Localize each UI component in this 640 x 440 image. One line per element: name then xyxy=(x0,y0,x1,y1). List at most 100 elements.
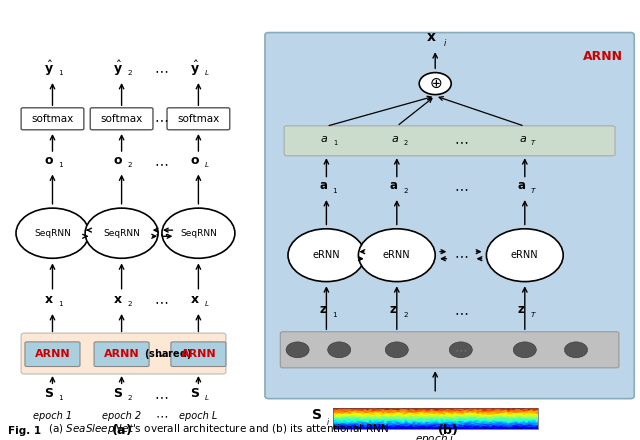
Text: $_{2}$: $_{2}$ xyxy=(127,161,133,170)
Text: eRNN: eRNN xyxy=(383,250,411,260)
Text: $_{2}$: $_{2}$ xyxy=(403,186,409,195)
Text: $_{T}$: $_{T}$ xyxy=(531,139,537,148)
Circle shape xyxy=(564,342,588,358)
FancyBboxPatch shape xyxy=(265,33,634,399)
Text: $\mathbf{a}$: $\mathbf{a}$ xyxy=(319,179,328,192)
Text: $\mathbf{o}$: $\mathbf{o}$ xyxy=(190,154,200,167)
Text: $\mathbf{a}$: $\mathbf{a}$ xyxy=(389,179,398,192)
Text: $\cdots$: $\cdots$ xyxy=(154,112,168,126)
Text: $\mathbf{x}$: $\mathbf{x}$ xyxy=(44,293,54,306)
Text: SeqRNN: SeqRNN xyxy=(103,229,140,238)
Text: SeqRNN: SeqRNN xyxy=(180,229,217,238)
Text: $\mathbf{x}$: $\mathbf{x}$ xyxy=(113,293,124,306)
Text: $_{L}$: $_{L}$ xyxy=(204,299,209,308)
FancyBboxPatch shape xyxy=(90,108,153,130)
Text: $_{L}$: $_{L}$ xyxy=(204,68,209,77)
Text: $\mathbf{S}$: $\mathbf{S}$ xyxy=(190,387,200,400)
Text: $\hat{\mathbf{y}}$: $\hat{\mathbf{y}}$ xyxy=(190,59,200,78)
FancyBboxPatch shape xyxy=(25,342,80,367)
Circle shape xyxy=(162,208,235,258)
Text: $\cdots$: $\cdots$ xyxy=(154,156,168,170)
Text: (a) $\it{SeaSleepNet}$'s overall architecture and (b) its attentional RNN: (a) $\it{SeaSleepNet}$'s overall archite… xyxy=(48,422,388,436)
Circle shape xyxy=(449,342,472,358)
Text: $\mathbf{z}$: $\mathbf{z}$ xyxy=(518,303,525,316)
Text: $\mathbf{S}$: $\mathbf{S}$ xyxy=(44,387,54,400)
Text: $\mathbf{z}$: $\mathbf{z}$ xyxy=(319,303,327,316)
Text: $_{2}$: $_{2}$ xyxy=(127,393,133,403)
Text: $_{L}$: $_{L}$ xyxy=(204,161,209,170)
Text: $a$: $a$ xyxy=(391,134,399,143)
Text: $_{2}$: $_{2}$ xyxy=(127,68,133,77)
Text: ARNN: ARNN xyxy=(583,50,623,63)
FancyBboxPatch shape xyxy=(21,108,84,130)
Text: $\cdots$: $\cdots$ xyxy=(454,134,468,148)
Bar xyxy=(333,408,538,429)
Circle shape xyxy=(358,229,435,282)
Text: $\mathbf{o}$: $\mathbf{o}$ xyxy=(113,154,124,167)
Text: $\mathbf{x}$: $\mathbf{x}$ xyxy=(190,293,200,306)
Text: $_{1}$: $_{1}$ xyxy=(58,68,64,77)
Text: ARNN: ARNN xyxy=(180,349,216,359)
Text: $_{T}$: $_{T}$ xyxy=(531,310,537,319)
Text: SeqRNN: SeqRNN xyxy=(34,229,71,238)
Text: $\mathbf{z}$: $\mathbf{z}$ xyxy=(390,303,397,316)
FancyBboxPatch shape xyxy=(171,342,226,367)
Text: softmax: softmax xyxy=(31,114,74,124)
Text: epoch $i$: epoch $i$ xyxy=(415,432,455,440)
Text: $_i$: $_i$ xyxy=(444,35,447,48)
Text: $\cdots$: $\cdots$ xyxy=(154,294,168,308)
Text: $_{2}$: $_{2}$ xyxy=(403,310,409,319)
Text: epoch L: epoch L xyxy=(179,411,218,421)
Circle shape xyxy=(328,342,351,358)
Circle shape xyxy=(486,229,563,282)
Text: $_{1}$: $_{1}$ xyxy=(58,161,64,170)
Text: $\cdots$: $\cdots$ xyxy=(154,226,168,240)
Text: $\mathbf{(a)}$: $\mathbf{(a)}$ xyxy=(111,422,132,436)
Circle shape xyxy=(288,229,365,282)
Text: $_{2}$: $_{2}$ xyxy=(127,299,133,308)
Text: $\cdots$: $\cdots$ xyxy=(454,305,468,319)
Text: $\cdots$: $\cdots$ xyxy=(454,343,467,356)
Text: $_{1}$: $_{1}$ xyxy=(58,299,64,308)
Text: $\oplus$: $\oplus$ xyxy=(429,76,442,91)
Circle shape xyxy=(16,208,89,258)
Text: $_{1}$: $_{1}$ xyxy=(333,139,338,148)
FancyBboxPatch shape xyxy=(284,126,615,156)
Text: $\cdots$: $\cdots$ xyxy=(155,409,168,422)
Text: $\cdots$: $\cdots$ xyxy=(154,347,168,361)
Text: eRNN: eRNN xyxy=(312,250,340,260)
Text: $_{L}$: $_{L}$ xyxy=(204,393,209,403)
Text: softmax: softmax xyxy=(177,114,220,124)
Text: $\mathbf{(shared)}$: $\mathbf{(shared)}$ xyxy=(144,347,191,361)
Circle shape xyxy=(286,342,309,358)
Circle shape xyxy=(419,73,451,95)
Circle shape xyxy=(513,342,536,358)
Text: $a$: $a$ xyxy=(321,134,328,143)
Text: $\mathbf{o}$: $\mathbf{o}$ xyxy=(44,154,54,167)
Text: $a$: $a$ xyxy=(519,134,527,143)
Text: ARNN: ARNN xyxy=(104,349,140,359)
Text: ARNN: ARNN xyxy=(35,349,70,359)
Text: $\cdots$: $\cdots$ xyxy=(454,248,468,262)
Text: $\cdots$: $\cdots$ xyxy=(454,181,468,195)
Text: $\mathbf{S}$: $\mathbf{S}$ xyxy=(113,387,124,400)
Text: $\cdots$: $\cdots$ xyxy=(154,63,168,77)
FancyBboxPatch shape xyxy=(94,342,149,367)
FancyBboxPatch shape xyxy=(167,108,230,130)
Text: $\mathbf{S}$: $\mathbf{S}$ xyxy=(311,408,323,422)
Text: $_{T}$: $_{T}$ xyxy=(531,186,537,195)
Text: $_{1}$: $_{1}$ xyxy=(332,310,339,319)
Text: $\hat{\mathbf{y}}$: $\hat{\mathbf{y}}$ xyxy=(113,59,124,78)
Text: $_{2}$: $_{2}$ xyxy=(403,139,408,148)
Text: eRNN: eRNN xyxy=(511,250,539,260)
Text: epoch 2: epoch 2 xyxy=(102,411,141,421)
Text: $_{1}$: $_{1}$ xyxy=(58,393,64,403)
Text: $\mathbf{a}$: $\mathbf{a}$ xyxy=(517,179,526,192)
Text: $\cdots$: $\cdots$ xyxy=(154,389,168,403)
Text: $\hat{\mathbf{y}}$: $\hat{\mathbf{y}}$ xyxy=(44,59,54,78)
Text: $_{1}$: $_{1}$ xyxy=(332,186,339,195)
Text: $_i$: $_i$ xyxy=(326,417,330,429)
Text: softmax: softmax xyxy=(100,114,143,124)
Text: $\mathbf{x}$: $\mathbf{x}$ xyxy=(426,30,436,44)
Text: Fig. 1: Fig. 1 xyxy=(8,426,41,436)
